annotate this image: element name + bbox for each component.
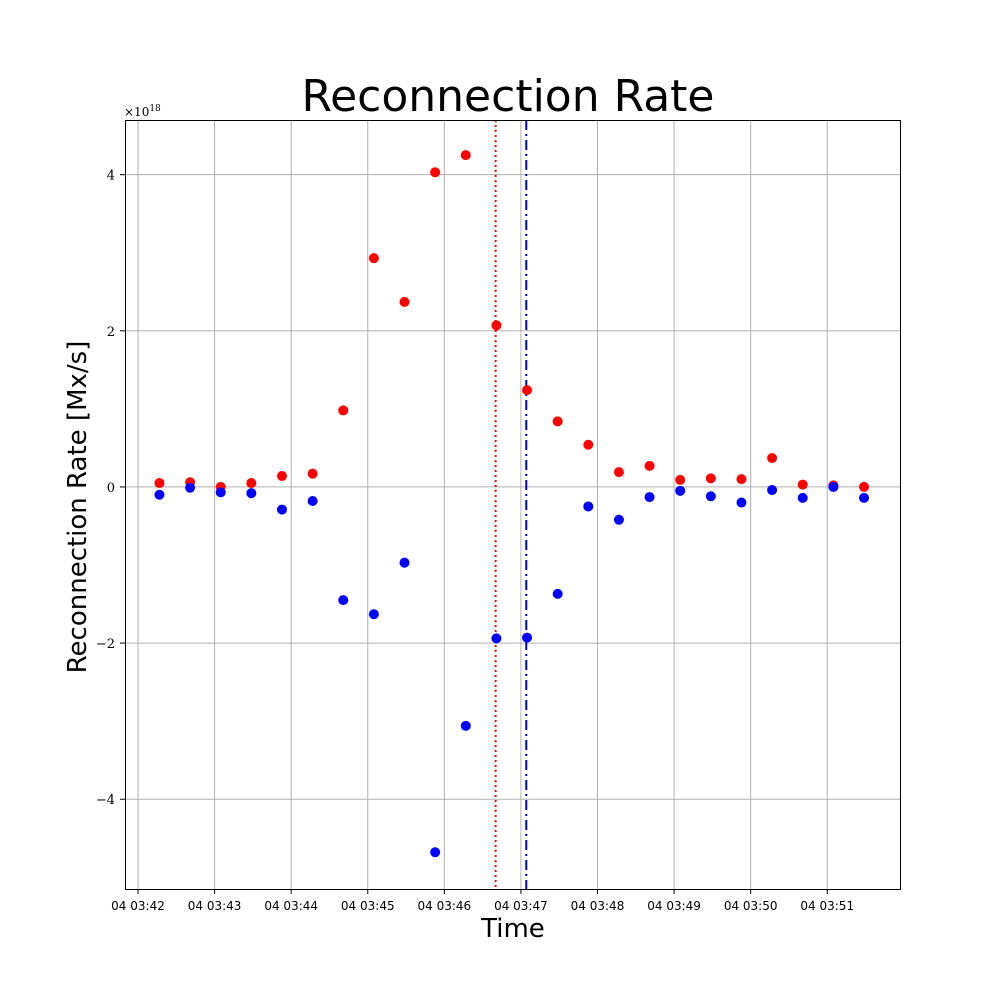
- plot-frame: [125, 120, 901, 890]
- blue-data-point: [399, 557, 410, 568]
- y-tick-label: 2: [107, 325, 115, 340]
- blue-data-point: [797, 492, 808, 503]
- red-data-point: [276, 471, 287, 482]
- red-data-point: [675, 474, 686, 485]
- red-data-point: [399, 296, 410, 307]
- blue-data-point: [705, 491, 716, 502]
- y-axis-ticks: −4 −2 0 2 4: [96, 169, 125, 808]
- red-data-point: [552, 416, 563, 427]
- vertical-markers: [494, 120, 528, 889]
- blue-data-point: [215, 487, 226, 498]
- x-tick-label: 04 03:48: [571, 899, 625, 913]
- x-tick-label: 04 03:50: [724, 899, 778, 913]
- red-data-point: [859, 481, 870, 492]
- x-tick-label: 04 03:42: [111, 899, 165, 913]
- data-points: [154, 150, 870, 858]
- red-data-point: [736, 474, 747, 485]
- x-tick-label: 04 03:43: [188, 899, 242, 913]
- red-data-point: [460, 150, 471, 161]
- x-tick-label: 04 03:49: [647, 899, 701, 913]
- blue-data-point: [491, 633, 502, 644]
- y-tick-label: 0: [107, 481, 115, 496]
- blue-data-point: [736, 497, 747, 508]
- blue-data-point: [644, 492, 655, 503]
- red-data-point: [613, 467, 624, 478]
- red-data-point: [797, 479, 808, 490]
- red-data-point: [767, 453, 778, 464]
- blue-data-point: [185, 482, 196, 493]
- x-tick-label: 04 03:46: [418, 899, 472, 913]
- y-tick-label: −4: [96, 793, 115, 808]
- red-data-point: [705, 473, 716, 484]
- blue-data-point: [583, 501, 594, 512]
- y-tick-label: 4: [107, 169, 115, 184]
- blue-data-point: [828, 481, 839, 492]
- blue-data-point: [307, 495, 318, 506]
- grid: [125, 120, 900, 889]
- red-data-point: [338, 405, 349, 416]
- red-data-point: [644, 460, 655, 471]
- blue-data-point: [368, 609, 379, 620]
- blue-data-point: [338, 595, 349, 606]
- red-data-point: [246, 478, 257, 489]
- x-tick-label: 04 03:44: [264, 899, 318, 913]
- x-tick-label: 04 03:45: [341, 899, 395, 913]
- chart-title: Reconnection Rate: [302, 71, 715, 122]
- blue-data-point: [460, 720, 471, 731]
- red-data-point: [368, 253, 379, 264]
- blue-data-point: [552, 588, 563, 599]
- y-exponent-power: 18: [149, 104, 161, 114]
- red-data-point: [430, 167, 441, 178]
- blue-data-point: [246, 488, 257, 499]
- blue-data-point: [767, 485, 778, 496]
- blue-data-point: [613, 514, 624, 525]
- red-data-point: [154, 478, 165, 489]
- blue-data-point: [675, 485, 686, 496]
- blue-data-point: [276, 504, 287, 515]
- blue-data-point: [154, 489, 165, 500]
- x-tick-label: 04 03:47: [494, 899, 548, 913]
- red-data-point: [583, 439, 594, 450]
- y-exponent-label: ×1018: [124, 104, 161, 119]
- red-data-point: [522, 385, 533, 396]
- red-data-point: [307, 468, 318, 479]
- red-data-point: [491, 320, 502, 331]
- x-axis-ticks: 04 03:42 04 03:43 04 03:44 04 03:45 04 03:46…: [111, 889, 854, 913]
- y-tick-label: −2: [96, 637, 115, 652]
- x-axis-label: Time: [480, 914, 545, 944]
- x-tick-label: 04 03:51: [800, 899, 854, 913]
- y-exponent-base: ×10: [124, 105, 149, 119]
- blue-data-point: [522, 632, 533, 643]
- blue-data-point: [859, 492, 870, 503]
- blue-data-point: [430, 847, 441, 858]
- y-axis-label: Reconnection Rate [Mx/s]: [63, 341, 93, 674]
